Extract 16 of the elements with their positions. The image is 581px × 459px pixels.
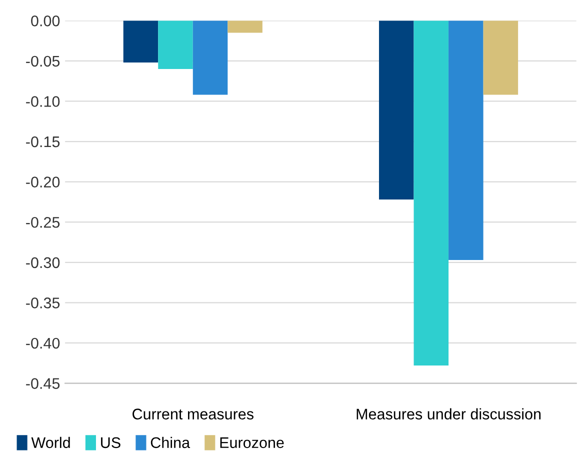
- legend-label: China: [150, 436, 190, 448]
- y-tick-label: -0.10: [26, 96, 60, 107]
- legend-label: Eurozone: [220, 437, 284, 448]
- legend-label: US: [101, 437, 120, 448]
- y-tick-label: -0.20: [26, 176, 60, 188]
- y-tick-label: -0.40: [26, 338, 60, 349]
- y-tick-label: 0.00: [31, 16, 60, 26]
- y-tick-label: -0.30: [26, 257, 60, 268]
- y-tick-label: -0.25: [26, 216, 60, 228]
- legend-label: World: [31, 436, 70, 448]
- x-tick-label: Measures under discussion: [356, 408, 541, 420]
- y-tick-label: -0.35: [26, 298, 60, 308]
- x-tick-label: Current measures: [132, 408, 254, 420]
- y-tick-label: -0.45: [26, 378, 60, 389]
- y-tick-label: -0.15: [26, 136, 60, 148]
- y-tick-label: -0.05: [26, 56, 60, 67]
